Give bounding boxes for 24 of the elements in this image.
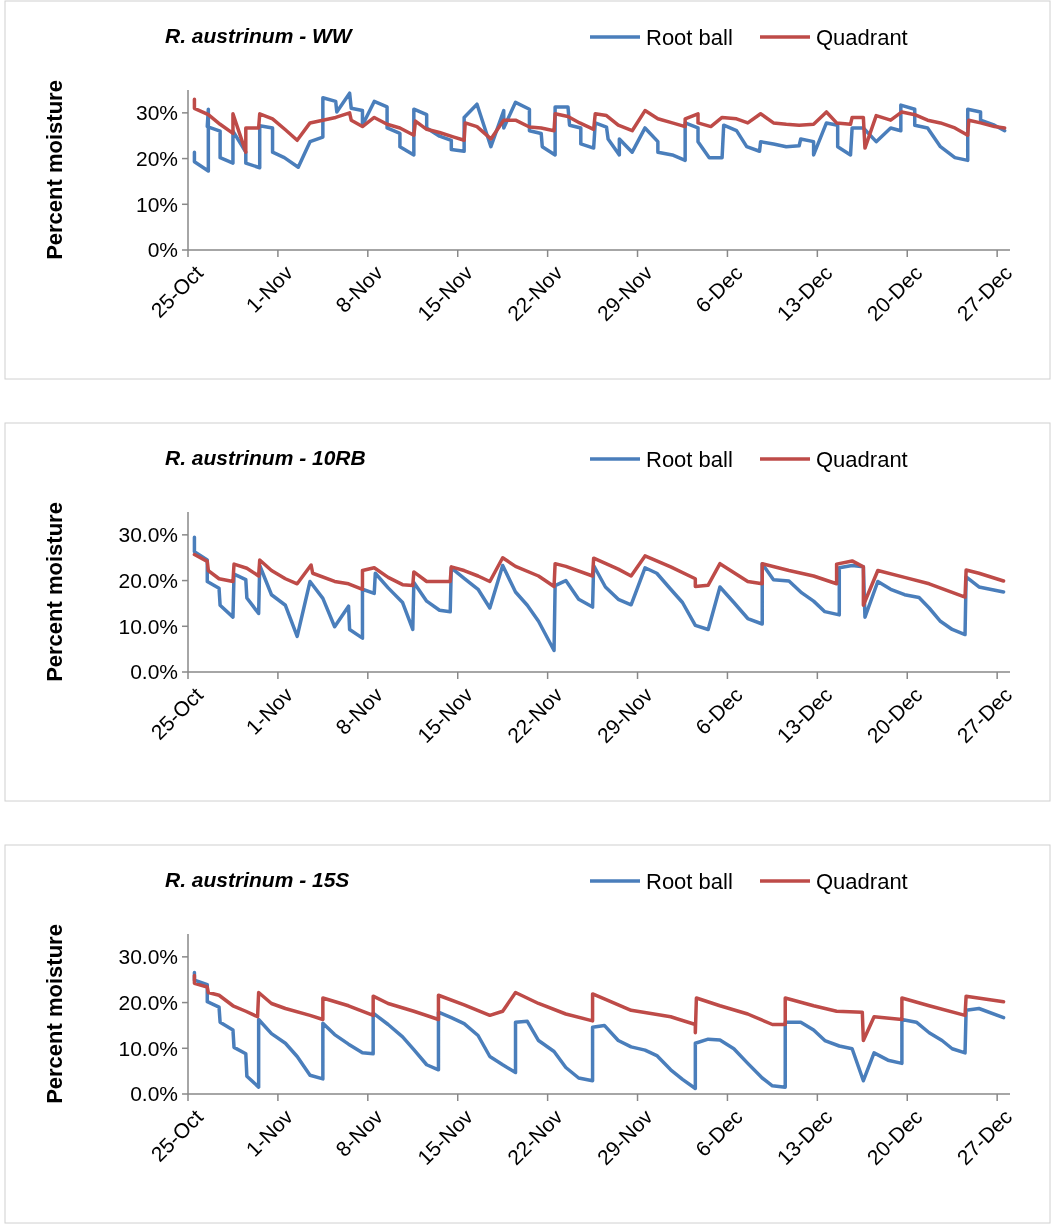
legend-label: Root ball	[646, 868, 733, 894]
y-tick-label: 10%	[135, 192, 178, 216]
legend-label: Quadrant	[816, 446, 908, 472]
y-tick-label: 20.0%	[118, 990, 178, 1014]
legend-label: Quadrant	[816, 868, 908, 894]
legend-label: Root ball	[646, 24, 733, 50]
legend-label: Root ball	[646, 446, 733, 472]
y-axis-title: Percent moisture	[42, 502, 67, 682]
y-tick-label: 30.0%	[118, 945, 178, 969]
y-axis-title: Percent moisture	[42, 924, 67, 1104]
chart-title: R. austrinum - 15S	[165, 868, 350, 891]
y-tick-label: 20%	[135, 146, 178, 170]
y-tick-label: 0.0%	[130, 660, 178, 684]
y-tick-label: 10.0%	[118, 1036, 178, 1060]
y-tick-label: 10.0%	[118, 614, 178, 638]
y-tick-label: 0.0%	[130, 1082, 178, 1106]
y-tick-label: 0%	[147, 238, 178, 262]
chart-title: R. austrinum - WW	[165, 24, 354, 47]
y-axis-title: Percent moisture	[42, 80, 67, 260]
y-tick-label: 30%	[135, 101, 178, 125]
chart-title: R. austrinum - 10RB	[165, 446, 366, 469]
legend-label: Quadrant	[816, 24, 908, 50]
y-tick-label: 30.0%	[118, 523, 178, 547]
y-tick-label: 20.0%	[118, 568, 178, 592]
